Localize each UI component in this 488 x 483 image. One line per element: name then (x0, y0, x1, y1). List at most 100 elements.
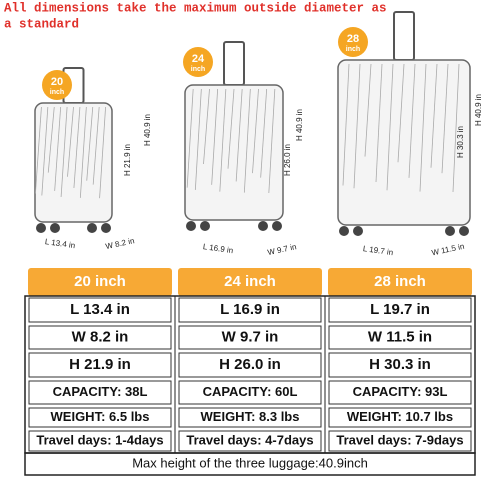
width-label: W 11.5 in (431, 242, 465, 258)
cell-box (178, 380, 322, 405)
cell-text: Travel days: 7-9days (336, 432, 463, 447)
wheel (258, 221, 268, 231)
badge-unit: inch (346, 46, 360, 53)
wheel (339, 226, 349, 236)
size-badge (183, 47, 213, 77)
cell-box (28, 407, 172, 428)
cell-text: CAPACITY: 93L (353, 384, 448, 399)
cell-box (328, 297, 472, 323)
cell-text: Travel days: 4-7days (186, 432, 313, 447)
rib (397, 63, 405, 163)
cell-box (178, 297, 322, 323)
footer-box (24, 452, 476, 476)
cell-text: W 11.5 in (368, 328, 432, 345)
total-height-label: H 40.9 in (295, 109, 304, 141)
note-line-1: All dimensions take the maximum outside … (4, 1, 387, 15)
handle (223, 41, 245, 86)
rib (353, 63, 361, 189)
height-label: H 21.9 in (123, 144, 132, 176)
total-height-label: H 40.9 in (474, 94, 483, 126)
badge-size: 28 (347, 33, 359, 45)
cell-text: H 21.9 in (69, 356, 131, 373)
total-height-label: H 40.9 in (143, 114, 152, 146)
size-badge (338, 27, 368, 57)
body (337, 59, 471, 226)
cell-box (328, 325, 472, 350)
cell-box (178, 430, 322, 452)
length-label: L 13.4 in (44, 237, 75, 250)
note-line-2: a standard (4, 17, 79, 31)
badge-unit: inch (191, 66, 205, 73)
wheel (50, 223, 60, 233)
badge-unit: inch (50, 89, 64, 96)
wheel (445, 226, 455, 236)
rib (54, 106, 62, 191)
cell-text: W 8.2 in (72, 328, 129, 345)
spec-table: 20 inch 24 inch 28 inch L 13.4 in L 16.9 in L… (24, 268, 476, 476)
rib (430, 63, 438, 168)
length-label: L 19.7 in (362, 244, 393, 257)
rib (35, 106, 42, 194)
rib (86, 106, 94, 181)
cell-text: Travel days: 1-4days (36, 432, 163, 447)
cell-text: WEIGHT: 10.7 lbs (347, 409, 453, 424)
cell-box (328, 352, 472, 378)
rib (419, 63, 427, 192)
header-label: 28 inch (374, 273, 426, 290)
rib (375, 63, 383, 182)
rib (260, 88, 268, 178)
wheel (459, 226, 469, 236)
cell-box (28, 430, 172, 452)
rib (252, 88, 259, 174)
rib (79, 106, 87, 198)
cell-box (28, 352, 172, 378)
cell-box (328, 380, 472, 405)
header-label: 20 inch (74, 273, 126, 290)
rib (235, 88, 243, 182)
rib (194, 88, 202, 190)
wheel (186, 221, 196, 231)
badge-size: 24 (192, 53, 205, 65)
rib (203, 88, 210, 165)
rib (386, 63, 394, 191)
header-label: 24 inch (224, 273, 276, 290)
height-label: H 26.0 in (283, 144, 292, 176)
rib (364, 63, 372, 157)
rib (408, 63, 416, 178)
cell-text: L 16.9 in (220, 301, 280, 318)
cell-text: H 30.3 in (369, 356, 431, 373)
cell-box (178, 352, 322, 378)
width-label: W 8.2 in (105, 236, 136, 251)
rib (186, 88, 194, 188)
cell-box (328, 407, 472, 428)
cell-text: CAPACITY: 38L (53, 384, 148, 399)
length-label: L 16.9 in (202, 242, 233, 255)
cell-text: L 19.7 in (370, 301, 430, 318)
body (184, 84, 284, 221)
wheel (272, 221, 282, 231)
wheel (353, 226, 363, 236)
rib (268, 88, 276, 194)
rib (99, 106, 106, 199)
header-tab (178, 268, 322, 296)
cell-box (28, 297, 172, 323)
rib (441, 63, 449, 174)
size-badge (42, 70, 72, 100)
rib (452, 63, 460, 193)
rib (73, 106, 81, 189)
cell-text: WEIGHT: 8.3 lbs (201, 409, 300, 424)
handle (393, 11, 415, 61)
rib (41, 106, 49, 196)
rib (342, 63, 350, 186)
rib (219, 88, 227, 192)
body (34, 102, 113, 223)
rib (67, 106, 74, 177)
cell-text: WEIGHT: 6.5 lbs (51, 409, 150, 424)
header-tab (328, 268, 472, 296)
rib (211, 88, 219, 185)
